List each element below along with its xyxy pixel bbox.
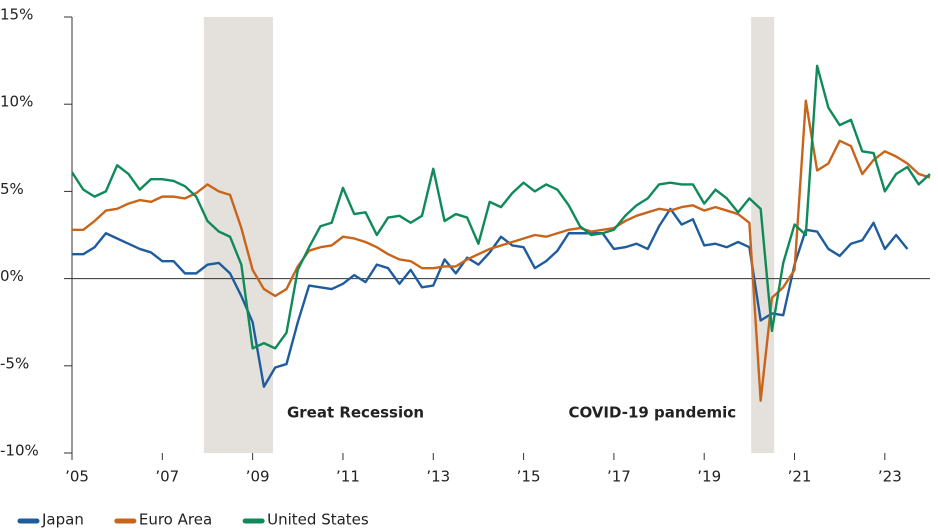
x-tick-label: ’07 bbox=[155, 468, 179, 486]
x-tick-label: ’13 bbox=[426, 468, 450, 486]
legend-item: United States bbox=[242, 511, 369, 529]
x-tick-label: ’17 bbox=[607, 468, 631, 486]
legend-item: Japan bbox=[17, 511, 84, 529]
x-tick-label: ’19 bbox=[697, 468, 721, 486]
annotation: COVID-19 pandemic bbox=[568, 404, 736, 422]
series-line bbox=[72, 207, 909, 388]
y-tick-label: 15% bbox=[0, 6, 33, 24]
y-tick-label: 0% bbox=[0, 267, 24, 285]
legend-item: Euro Area bbox=[114, 511, 212, 529]
legend-label: Euro Area bbox=[139, 511, 212, 529]
x-tick-label: ’09 bbox=[246, 468, 270, 486]
series-line bbox=[70, 64, 931, 350]
shaded-period bbox=[203, 17, 273, 453]
y-tick-label: 5% bbox=[0, 180, 24, 198]
x-tick-label: ’21 bbox=[788, 468, 812, 486]
x-tick-label: ’11 bbox=[336, 468, 360, 486]
x-tick-label: ’15 bbox=[517, 468, 541, 486]
y-tick-label: 10% bbox=[0, 93, 33, 111]
y-tick-label: -10% bbox=[0, 442, 39, 460]
legend-label: United States bbox=[267, 511, 369, 529]
annotation: Great Recession bbox=[287, 404, 424, 422]
x-tick-label: ’05 bbox=[65, 468, 89, 486]
x-tick-label: ’23 bbox=[878, 468, 902, 486]
y-tick-label: -5% bbox=[0, 354, 29, 372]
legend-label: Japan bbox=[41, 511, 84, 529]
series-line bbox=[72, 99, 931, 402]
